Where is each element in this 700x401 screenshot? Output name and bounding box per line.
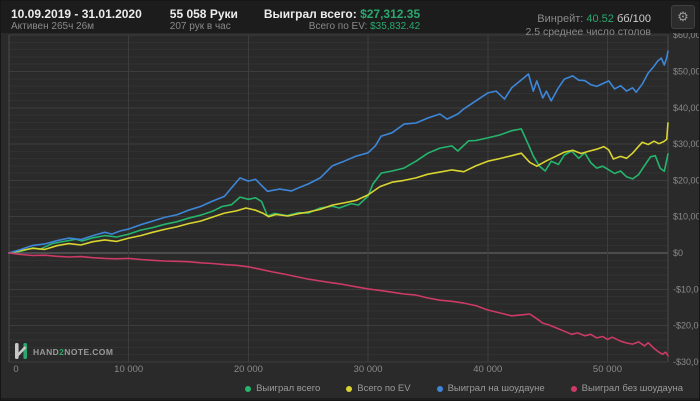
hands-block: 55 058 Руки 207 рук в час (170, 1, 238, 33)
series-line-2 (8, 50, 669, 254)
y-tick-label: $40,000 (673, 103, 700, 113)
legend-dot-icon (346, 385, 353, 392)
y-tick-label: $10,000 (673, 212, 700, 222)
logo-diagonal (16, 346, 27, 357)
avg-tables: 2.5 среднее число столов (525, 26, 651, 38)
y-tick-label: $30,000 (673, 139, 700, 149)
y-tick-label: $50,000 (673, 67, 700, 77)
chart-grid (8, 34, 669, 363)
legend-item-1[interactable]: Всего по EV (346, 383, 411, 394)
legend-label: Выиграл всего (256, 383, 321, 394)
legend-item-0[interactable]: Выиграл всего (245, 383, 320, 394)
x-tick-label: 40 000 (473, 364, 502, 375)
legend-label: Выиграл на шоудауне (447, 383, 545, 394)
y-tick-label: -$30,000 (673, 357, 700, 367)
logo-text: HAND2NOTE.COM (33, 347, 113, 357)
winrate-block: Винрейт: 40.52 бб/100 2.5 среднее число … (525, 7, 651, 39)
winnings-chart: $60,000 $50,000 $40,000 $30,000 $20,000 $10,0… (1, 30, 700, 379)
winrate-value: 40.52 (586, 13, 614, 25)
window-bottom-edge (1, 398, 699, 400)
legend-item-3[interactable]: Выиграл без шоудауна (570, 383, 683, 394)
won-total: Выиграл всего: $27,312.35 (263, 7, 421, 21)
date-range: 10.09.2019 - 31.01.2020 (11, 7, 142, 21)
hands-total: 55 058 Руки (169, 7, 238, 21)
series-line-0 (8, 128, 669, 254)
legend-item-2[interactable]: Выиграл на шоудауне (436, 383, 545, 394)
ev-total: Всего по EV: $35,832.42 (308, 21, 421, 32)
ev-total-value: $35,832.42 (370, 21, 421, 32)
y-tick-label: -$20,000 (673, 321, 700, 331)
legend-dot-icon (436, 385, 443, 392)
chart-series (8, 50, 669, 357)
settings-button[interactable]: ⚙ (671, 5, 695, 29)
winnings-block: Выиграл всего: $27,312.35 Всего по EV: $… (264, 1, 420, 33)
chart-plot: $60,000 $50,000 $40,000 $30,000 $20,000 $10,0… (8, 30, 700, 375)
y-tick-label: -$10,000 (673, 284, 700, 294)
x-axis-labels: 0 10 000 20 000 30 000 40 000 50 000 (13, 364, 622, 375)
hand2note-logo: HAND2NOTE.COM (15, 343, 113, 359)
active-time: Активен 265ч 26м (11, 21, 95, 32)
x-tick-label: 10 000 (114, 364, 143, 375)
logo-bar-right (23, 343, 27, 359)
x-tick-label: 30 000 (354, 364, 383, 375)
y-axis-labels: $60,000 $50,000 $40,000 $30,000 $20,000 $10,0… (673, 30, 700, 367)
x-tick-label: 50 000 (593, 364, 622, 375)
y-tick-label: $20,000 (673, 175, 700, 185)
chart-legend: Выиграл всего Всего по EV Выиграл на шоуда… (1, 379, 699, 398)
series-line-3 (8, 252, 669, 357)
legend-label: Всего по EV (357, 383, 411, 394)
y-tick-label: $60,000 (673, 31, 700, 40)
x-tick-label: 20 000 (234, 364, 263, 375)
legend-dot-icon (570, 385, 577, 392)
date-range-block: 10.09.2019 - 31.01.2020 Активен 265ч 26м (11, 1, 142, 33)
series-line-1 (8, 122, 669, 254)
hands-per-hour: 207 рук в час (169, 21, 231, 32)
stats-header: 10.09.2019 - 31.01.2020 Активен 265ч 26м… (1, 1, 699, 38)
y-tick-label: $0 (673, 248, 683, 258)
winrate: Винрейт: 40.52 бб/100 (537, 13, 651, 25)
legend-label: Выиграл без шоудауна (581, 383, 683, 394)
gear-icon: ⚙ (677, 9, 689, 24)
legend-dot-icon (245, 385, 252, 392)
x-tick-label: 0 (13, 364, 18, 375)
won-total-value: $27,312.35 (360, 7, 421, 21)
